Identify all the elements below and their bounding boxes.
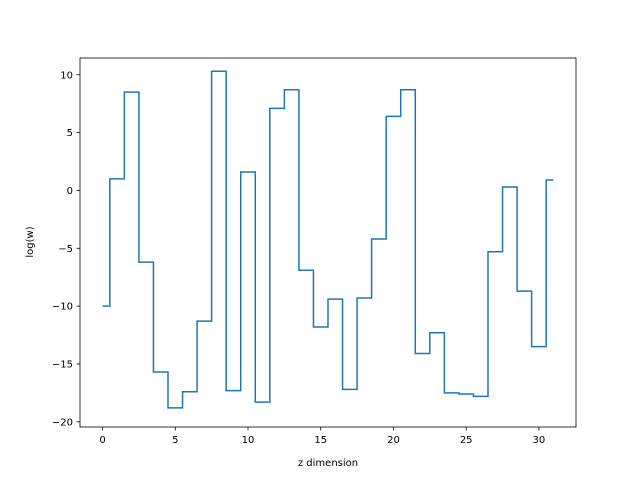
y-tick-label: −5: [58, 244, 73, 255]
plot-frame: [79, 57, 577, 428]
x-tick-label: 20: [387, 435, 400, 446]
ticks-layer: 0 5 10 15 20 25 30 −20 −15 −10 −5 0 5 10: [52, 70, 545, 446]
y-tick-label: 0: [67, 186, 73, 197]
y-tick-label: −15: [52, 359, 73, 370]
y-tick-label: −10: [52, 302, 73, 313]
x-axis-label: z dimension: [298, 458, 358, 469]
series-line-0: [102, 70, 554, 409]
x-tick-label: 5: [172, 435, 178, 446]
y-tick-label: 10: [60, 70, 73, 81]
x-tick-label: 15: [314, 435, 327, 446]
series-layer: [102, 70, 554, 409]
y-tick-label: 5: [67, 128, 73, 139]
y-tick-label: −20: [52, 417, 73, 428]
plot-area: [80, 58, 576, 427]
y-axis-label: log(w): [25, 226, 36, 257]
x-tick-label: 25: [460, 435, 473, 446]
x-tick-label: 0: [99, 435, 105, 446]
x-tick-label: 10: [242, 435, 255, 446]
x-tick-label: 30: [533, 435, 546, 446]
